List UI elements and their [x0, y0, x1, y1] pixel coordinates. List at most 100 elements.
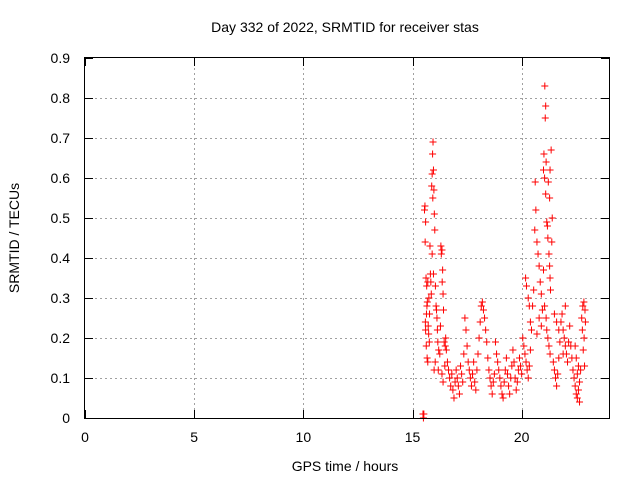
data-point — [558, 310, 566, 318]
data-point — [431, 358, 439, 366]
data-point — [544, 334, 552, 342]
data-point — [422, 218, 430, 226]
data-point — [554, 370, 562, 378]
data-point — [420, 410, 428, 418]
data-point — [442, 346, 450, 354]
data-point — [561, 302, 569, 310]
data-point — [522, 274, 530, 282]
plot-area-border — [84, 57, 610, 419]
data-point — [498, 390, 506, 398]
data-point — [501, 366, 509, 374]
data-point — [556, 338, 564, 346]
data-point — [440, 306, 448, 314]
data-point — [427, 278, 435, 286]
chart-title: Day 332 of 2022, SRMTID for receiver sta… — [211, 19, 479, 35]
data-point — [457, 362, 465, 370]
data-point — [537, 290, 545, 298]
data-point — [489, 378, 497, 386]
data-point — [578, 314, 586, 322]
data-point — [550, 366, 558, 374]
data-point — [430, 210, 438, 218]
data-point — [447, 382, 455, 390]
data-point — [429, 194, 437, 202]
data-point — [481, 314, 489, 322]
data-point — [494, 358, 502, 366]
data-point — [455, 390, 463, 398]
data-point — [448, 370, 456, 378]
data-point — [517, 362, 525, 370]
data-point — [543, 218, 551, 226]
data-point — [536, 278, 544, 286]
y-tick-label: 0.5 — [51, 210, 71, 226]
data-point — [559, 350, 567, 358]
data-point — [520, 342, 528, 350]
data-point — [548, 214, 556, 222]
data-point — [472, 386, 480, 394]
data-point — [434, 366, 442, 374]
y-axis-label: SRMTID / TECUs — [6, 183, 22, 293]
data-point — [482, 326, 490, 334]
data-point — [541, 174, 549, 182]
data-point — [547, 146, 555, 154]
data-point — [422, 342, 430, 350]
data-point — [433, 314, 441, 322]
data-point — [524, 294, 532, 302]
data-point — [493, 350, 501, 358]
x-axis-label: GPS time / hours — [292, 458, 399, 474]
data-point — [506, 390, 514, 398]
data-point — [576, 398, 584, 406]
data-point — [437, 242, 445, 250]
data-point — [434, 338, 442, 346]
data-point — [533, 330, 541, 338]
data-point — [423, 302, 431, 310]
data-point — [549, 358, 557, 366]
data-point — [463, 342, 471, 350]
axis-ticks: 0 0.1 0.2 0.3 0.4 0.5 0.6 0.7 0.8 0.9 0 5 10 15 20 — [51, 50, 609, 445]
data-point — [572, 390, 580, 398]
data-point — [545, 342, 553, 350]
data-point — [524, 374, 532, 382]
data-point — [435, 346, 443, 354]
data-point — [580, 334, 588, 342]
data-point — [470, 358, 478, 366]
data-point — [548, 238, 556, 246]
data-point — [523, 366, 531, 374]
data-point — [428, 250, 436, 258]
x-tick-label: 5 — [190, 429, 198, 445]
x-tick-label: 15 — [405, 429, 421, 445]
data-point — [581, 306, 589, 314]
data-point — [571, 382, 579, 390]
data-point — [460, 350, 468, 358]
data-point — [540, 166, 547, 174]
data-point — [431, 226, 439, 234]
data-point — [443, 358, 451, 366]
data-point — [428, 182, 436, 190]
data-point — [510, 358, 518, 366]
data-point — [445, 366, 453, 374]
data-point — [526, 318, 534, 326]
data-point — [570, 374, 578, 382]
data-point — [541, 114, 549, 122]
data-point — [505, 382, 513, 390]
data-point — [550, 310, 558, 318]
data-point — [574, 386, 582, 394]
data-point — [441, 362, 449, 370]
data-point — [477, 302, 485, 310]
data-point — [522, 282, 530, 290]
data-point — [515, 354, 523, 362]
data-point — [579, 346, 587, 354]
data-point — [490, 370, 498, 378]
data-point — [546, 350, 554, 358]
data-point — [465, 366, 473, 374]
data-point — [512, 386, 520, 394]
data-point — [519, 334, 527, 342]
data-point — [546, 274, 554, 282]
data-point — [542, 190, 550, 198]
y-tick-label: 0.2 — [51, 330, 71, 346]
data-point — [502, 354, 510, 362]
data-point — [453, 374, 461, 382]
data-point — [542, 314, 550, 322]
data-point — [452, 366, 460, 374]
data-point — [485, 366, 493, 374]
data-point — [503, 370, 511, 378]
